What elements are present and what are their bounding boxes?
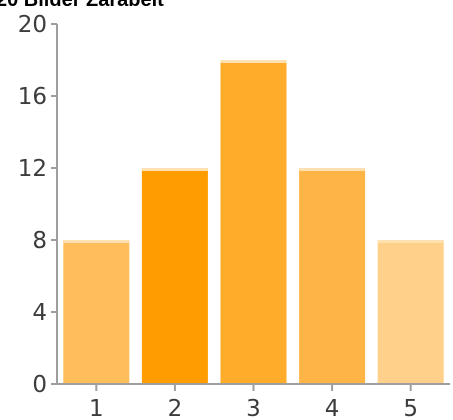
bar-3 [220, 60, 287, 384]
bar-top-highlight [220, 60, 287, 63]
x-tick-label: 5 [403, 396, 418, 420]
x-tick-label: 2 [168, 396, 183, 420]
bar-1 [63, 240, 130, 384]
chart-title-fragment: 20 Bilder Zarabeit [0, 0, 164, 11]
bar-4 [299, 168, 366, 384]
y-tick-label: 20 [18, 12, 47, 38]
x-tick-label: 1 [89, 396, 104, 420]
bar-top-highlight [63, 240, 130, 243]
y-tick-label: 12 [18, 156, 47, 182]
bar-2 [141, 168, 208, 384]
y-tick-label: 8 [32, 228, 47, 254]
y-tick-label: 4 [32, 300, 47, 326]
y-tick-label: 0 [32, 372, 47, 398]
x-tick-label: 4 [325, 396, 340, 420]
bar-top-highlight [141, 168, 208, 171]
bar-top-highlight [299, 168, 366, 171]
x-axis-ticks: 1 2 3 4 5 [89, 384, 418, 420]
bars [63, 60, 444, 384]
x-tick-label: 3 [246, 396, 261, 420]
y-axis-ticks: 0 4 8 12 16 20 [18, 12, 57, 398]
bar-top-highlight [377, 240, 444, 243]
y-tick-label: 16 [18, 84, 47, 110]
bar-5 [377, 240, 444, 384]
